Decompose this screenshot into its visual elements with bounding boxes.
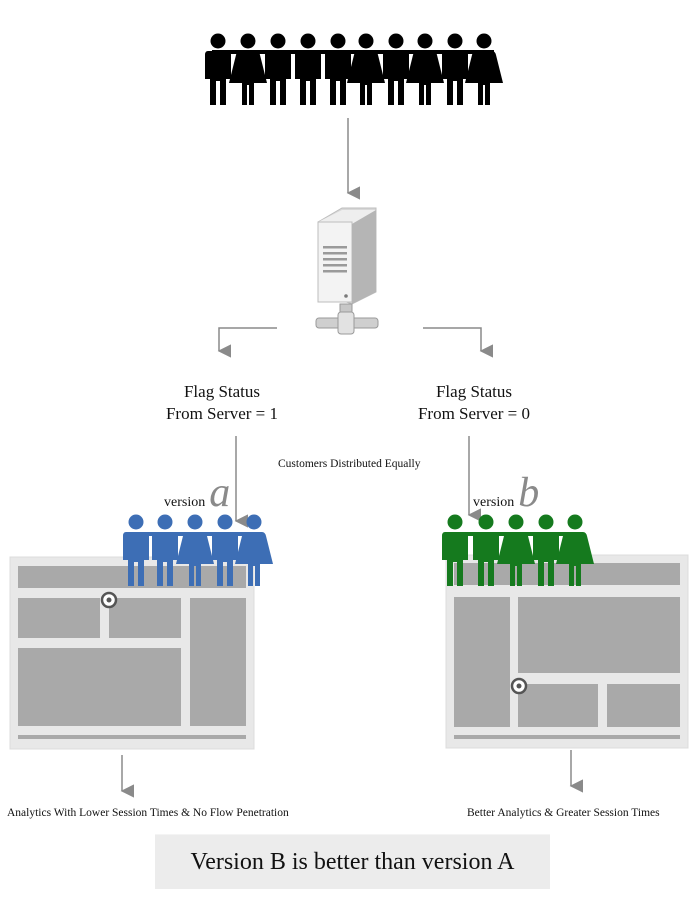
right-flag-line1: Flag Status — [435, 382, 513, 401]
version-a-word: version — [164, 495, 206, 510]
left-flag-line2: From Server = 1 — [165, 404, 279, 423]
version-a-result: Analytics With Lower Session Times & No … — [7, 807, 289, 819]
cursor-target-icon — [510, 677, 528, 695]
version-b-letter: b — [518, 470, 540, 516]
left-flag-line1: Flag Status — [183, 382, 261, 401]
version-b-result: Better Analytics & Greater Session Times — [467, 807, 660, 819]
right-flag-line2: From Server = 0 — [417, 404, 531, 423]
conclusion-text: Version B is better than version A — [190, 849, 515, 875]
branch-arrows — [120, 327, 584, 798]
distribution-note: Customers Distributed Equally — [278, 458, 421, 470]
left-flag-label: Flag Status From Server = 1 — [137, 381, 307, 425]
people-group-icon — [123, 514, 273, 586]
version-b-word: version — [473, 495, 515, 510]
cursor-target-icon — [100, 591, 118, 609]
server-icon — [315, 207, 379, 335]
conclusion-box: Version B is better than version A — [155, 834, 550, 889]
version-a-letter: a — [209, 470, 231, 516]
version-b-label: version b — [473, 472, 539, 514]
crowd-icon — [205, 33, 503, 105]
right-flag-label: Flag Status From Server = 0 — [389, 381, 559, 425]
wireframe-page-icon — [445, 554, 689, 749]
version-a-label: version a — [164, 472, 230, 514]
people-group-icon — [442, 514, 594, 586]
